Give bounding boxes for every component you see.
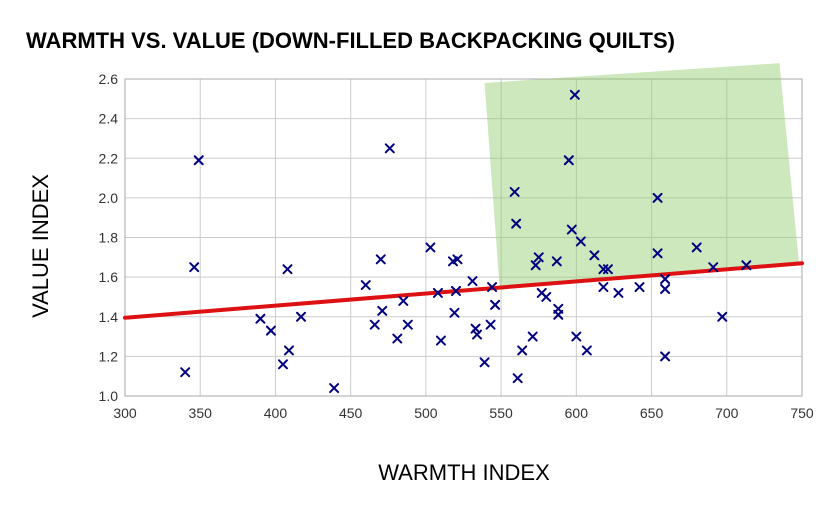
data-point-63 bbox=[717, 311, 728, 322]
data-point-23 bbox=[450, 285, 461, 296]
data-point-18 bbox=[425, 242, 436, 253]
data-point-35 bbox=[517, 345, 528, 356]
x-tick-label-7: 650 bbox=[640, 405, 664, 421]
x-tick-label-9: 750 bbox=[790, 405, 814, 421]
data-point-59 bbox=[660, 284, 671, 295]
data-point-20 bbox=[435, 335, 446, 346]
y-tick-label-2: 1.4 bbox=[99, 309, 119, 325]
data-point-12 bbox=[375, 254, 386, 265]
trendline-layer bbox=[123, 261, 804, 320]
y-tick-label-0: 1.0 bbox=[99, 388, 119, 404]
x-tick-label-5: 550 bbox=[489, 405, 513, 421]
data-point-49 bbox=[581, 345, 592, 356]
x-tick-label-0: 300 bbox=[113, 405, 137, 421]
y-axis-title: VALUE INDEX bbox=[28, 174, 53, 318]
data-point-53 bbox=[602, 264, 613, 275]
y-tick-label-6: 2.2 bbox=[99, 150, 119, 166]
y-tick-label-5: 2.0 bbox=[99, 190, 119, 206]
plot-frame bbox=[124, 78, 803, 397]
data-point-22 bbox=[449, 307, 460, 318]
data-point-30 bbox=[487, 282, 498, 293]
data-point-1 bbox=[189, 262, 200, 273]
data-point-13 bbox=[377, 305, 388, 316]
data-point-10 bbox=[360, 280, 371, 291]
data-point-31 bbox=[490, 299, 501, 310]
highlight-region bbox=[484, 63, 799, 288]
data-point-54 bbox=[613, 287, 624, 298]
data-point-5 bbox=[277, 359, 288, 370]
trendline bbox=[123, 261, 804, 320]
data-point-56 bbox=[652, 192, 663, 203]
data-point-51 bbox=[598, 282, 609, 293]
x-axis-title: WARMTH INDEX bbox=[378, 460, 550, 485]
data-point-62 bbox=[708, 262, 719, 273]
grid bbox=[124, 78, 803, 397]
data-point-28 bbox=[479, 357, 490, 368]
data-points bbox=[180, 89, 752, 394]
data-point-36 bbox=[527, 331, 538, 342]
data-point-11 bbox=[369, 319, 380, 330]
data-point-3 bbox=[255, 313, 266, 324]
data-point-19 bbox=[432, 287, 443, 298]
data-point-41 bbox=[551, 256, 562, 267]
data-point-64 bbox=[741, 260, 752, 271]
data-point-16 bbox=[398, 295, 409, 306]
highlight-region-layer bbox=[484, 63, 799, 288]
data-point-25 bbox=[467, 276, 478, 287]
data-point-47 bbox=[571, 331, 582, 342]
data-point-45 bbox=[566, 224, 577, 235]
data-point-15 bbox=[392, 333, 403, 344]
data-point-48 bbox=[575, 236, 586, 247]
chart-title: WARMTH VS. VALUE (DOWN-FILLED BACKPACKIN… bbox=[26, 28, 675, 53]
y-tick-label-7: 2.4 bbox=[99, 111, 119, 127]
data-point-46 bbox=[569, 89, 580, 100]
x-tick-label-1: 350 bbox=[189, 405, 213, 421]
data-point-24 bbox=[452, 254, 463, 265]
y-tick-label-4: 1.8 bbox=[99, 230, 119, 246]
data-point-61 bbox=[691, 242, 702, 253]
x-tick-label-3: 450 bbox=[339, 405, 363, 421]
data-point-14 bbox=[384, 143, 395, 154]
data-point-32 bbox=[509, 186, 520, 197]
data-point-7 bbox=[283, 345, 294, 356]
data-point-55 bbox=[634, 282, 645, 293]
data-point-34 bbox=[512, 373, 523, 384]
data-point-17 bbox=[402, 319, 413, 330]
data-point-9 bbox=[329, 383, 340, 394]
data-point-38 bbox=[533, 252, 544, 263]
data-point-58 bbox=[660, 274, 671, 285]
y-tick-label-1: 1.2 bbox=[99, 348, 119, 364]
x-tick-label-6: 600 bbox=[565, 405, 589, 421]
data-point-4 bbox=[265, 325, 276, 336]
data-point-37 bbox=[530, 260, 541, 271]
x-tick-label-8: 700 bbox=[715, 405, 739, 421]
y-tick-label-3: 1.6 bbox=[99, 269, 119, 285]
tick-labels: 300 350 400 450 500 550 600 650 700 750 1.0 1.2 1.4 1… bbox=[99, 71, 814, 421]
data-point-50 bbox=[589, 250, 600, 261]
data-point-6 bbox=[282, 264, 293, 275]
data-point-33 bbox=[511, 218, 522, 229]
data-point-44 bbox=[563, 155, 574, 166]
data-point-43 bbox=[553, 303, 564, 314]
data-point-57 bbox=[652, 248, 663, 259]
data-point-29 bbox=[485, 319, 496, 330]
y-tick-label-8: 2.6 bbox=[99, 71, 119, 87]
data-point-8 bbox=[296, 311, 307, 322]
data-point-2 bbox=[193, 155, 204, 166]
x-tick-label-4: 500 bbox=[414, 405, 438, 421]
data-point-27 bbox=[472, 329, 483, 340]
data-point-60 bbox=[660, 351, 671, 362]
data-point-0 bbox=[180, 367, 191, 378]
data-point-40 bbox=[541, 291, 552, 302]
x-tick-label-2: 400 bbox=[264, 405, 288, 421]
